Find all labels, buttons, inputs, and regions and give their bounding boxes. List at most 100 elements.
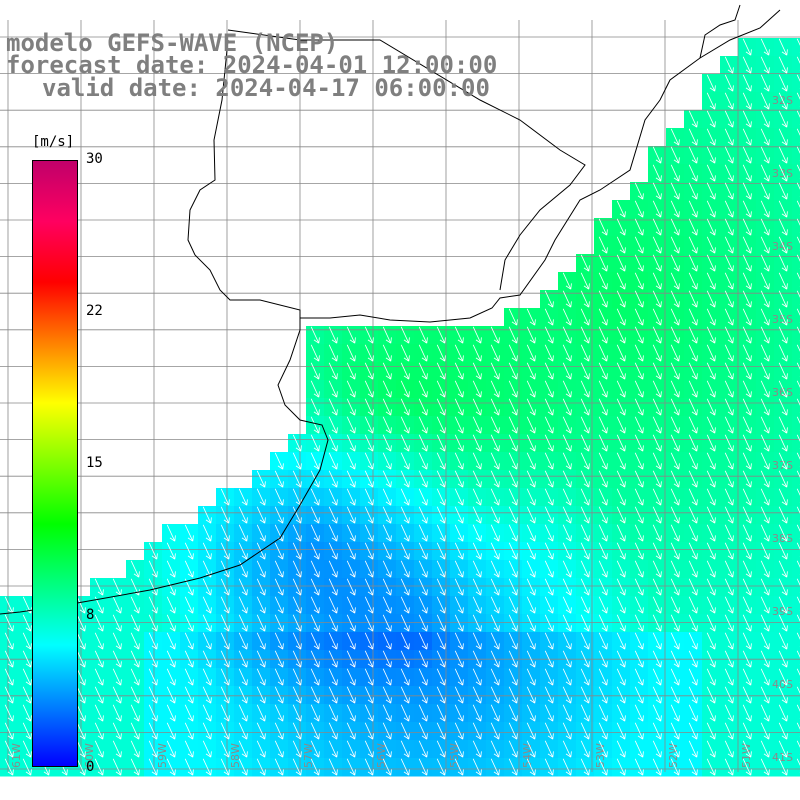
- wind-arrow: [400, 488, 410, 506]
- wind-arrow: [418, 326, 428, 344]
- wind-arrow: [310, 596, 320, 614]
- wind-cell: [792, 344, 800, 363]
- colorbar-tick-8: 8: [86, 607, 95, 623]
- wind-arrow: [166, 542, 176, 560]
- wind-arrow: [760, 236, 770, 254]
- wind-cell: [792, 560, 800, 579]
- wind-arrow: [112, 578, 122, 596]
- wind-arrow: [490, 344, 500, 362]
- wind-arrow: [148, 542, 158, 560]
- wind-arrow: [256, 704, 266, 722]
- wind-arrow: [436, 596, 446, 614]
- wind-arrow: [742, 236, 752, 254]
- wind-arrow: [454, 560, 464, 578]
- wind-arrow: [778, 254, 788, 272]
- wind-cell: [792, 92, 800, 111]
- wind-arrow: [508, 524, 518, 542]
- wind-arrow: [454, 740, 464, 758]
- wind-arrow: [652, 668, 662, 686]
- wind-arrow: [328, 524, 338, 542]
- wind-arrow: [328, 470, 338, 488]
- wind-arrow: [346, 362, 356, 380]
- wind-arrow: [652, 416, 662, 434]
- wind-arrow: [796, 434, 800, 452]
- wind-cell: [792, 704, 800, 723]
- wind-arrow: [436, 740, 446, 758]
- wind-arrow: [760, 740, 770, 758]
- wind-arrow: [634, 686, 644, 704]
- wind-arrow: [346, 686, 356, 704]
- wind-arrow: [220, 758, 230, 776]
- wind-arrow: [400, 722, 410, 740]
- wind-arrow: [724, 308, 734, 326]
- wind-arrow: [688, 146, 698, 164]
- wind-arrow: [706, 74, 716, 92]
- wind-arrow: [760, 650, 770, 668]
- wind-arrow: [598, 542, 608, 560]
- wind-arrow: [544, 650, 554, 668]
- wind-arrow: [238, 650, 248, 668]
- wind-arrow: [364, 596, 374, 614]
- lon-label: 61W: [10, 743, 23, 768]
- wind-arrow: [256, 668, 266, 686]
- wind-arrow: [292, 740, 302, 758]
- wind-arrow: [490, 524, 500, 542]
- wind-arrow: [202, 578, 212, 596]
- wind-arrow: [796, 758, 800, 776]
- wind-arrow: [76, 740, 86, 758]
- wind-arrow: [454, 668, 464, 686]
- wind-arrow: [328, 596, 338, 614]
- wind-arrow: [238, 578, 248, 596]
- wind-arrow: [724, 632, 734, 650]
- wind-arrow: [436, 614, 446, 632]
- lat-label: 35S: [772, 313, 793, 326]
- wind-arrow: [562, 668, 572, 686]
- wind-arrow: [400, 650, 410, 668]
- wind-arrow: [544, 416, 554, 434]
- wind-arrow: [292, 704, 302, 722]
- wind-arrow: [382, 758, 392, 776]
- wind-arrow: [706, 92, 716, 110]
- wind-arrow: [526, 416, 536, 434]
- wind-arrow: [796, 146, 800, 164]
- wind-arrow: [256, 758, 266, 776]
- wind-arrow: [742, 506, 752, 524]
- wind-arrow: [580, 614, 590, 632]
- wind-arrow: [742, 452, 752, 470]
- wind-arrow: [22, 686, 32, 704]
- wind-arrow: [760, 92, 770, 110]
- wind-arrow: [472, 614, 482, 632]
- wind-arrow: [364, 650, 374, 668]
- wind-arrow: [544, 704, 554, 722]
- wind-arrow: [796, 668, 800, 686]
- wind-arrow: [724, 290, 734, 308]
- wind-arrow: [238, 686, 248, 704]
- wind-arrow: [634, 506, 644, 524]
- wind-arrow: [436, 632, 446, 650]
- wind-arrow: [652, 236, 662, 254]
- wind-arrow: [778, 596, 788, 614]
- lat-label: 41S: [772, 751, 793, 764]
- wind-cell: [792, 722, 800, 741]
- wind-arrow: [94, 614, 104, 632]
- wind-arrow: [130, 722, 140, 740]
- wind-arrow: [634, 182, 644, 200]
- wind-arrow: [490, 326, 500, 344]
- wind-arrow: [616, 218, 626, 236]
- wind-arrow: [202, 632, 212, 650]
- wind-arrow: [634, 218, 644, 236]
- wind-arrow: [166, 686, 176, 704]
- wind-arrow: [580, 542, 590, 560]
- wind-arrow: [562, 542, 572, 560]
- wind-arrow: [472, 542, 482, 560]
- wind-arrow: [562, 560, 572, 578]
- wind-arrow: [346, 398, 356, 416]
- wind-arrow: [454, 416, 464, 434]
- wind-arrow: [220, 524, 230, 542]
- wind-arrow: [364, 470, 374, 488]
- wind-arrow: [706, 452, 716, 470]
- wind-arrow: [112, 722, 122, 740]
- wind-arrow: [202, 596, 212, 614]
- wind-arrow: [418, 650, 428, 668]
- wind-arrow: [670, 470, 680, 488]
